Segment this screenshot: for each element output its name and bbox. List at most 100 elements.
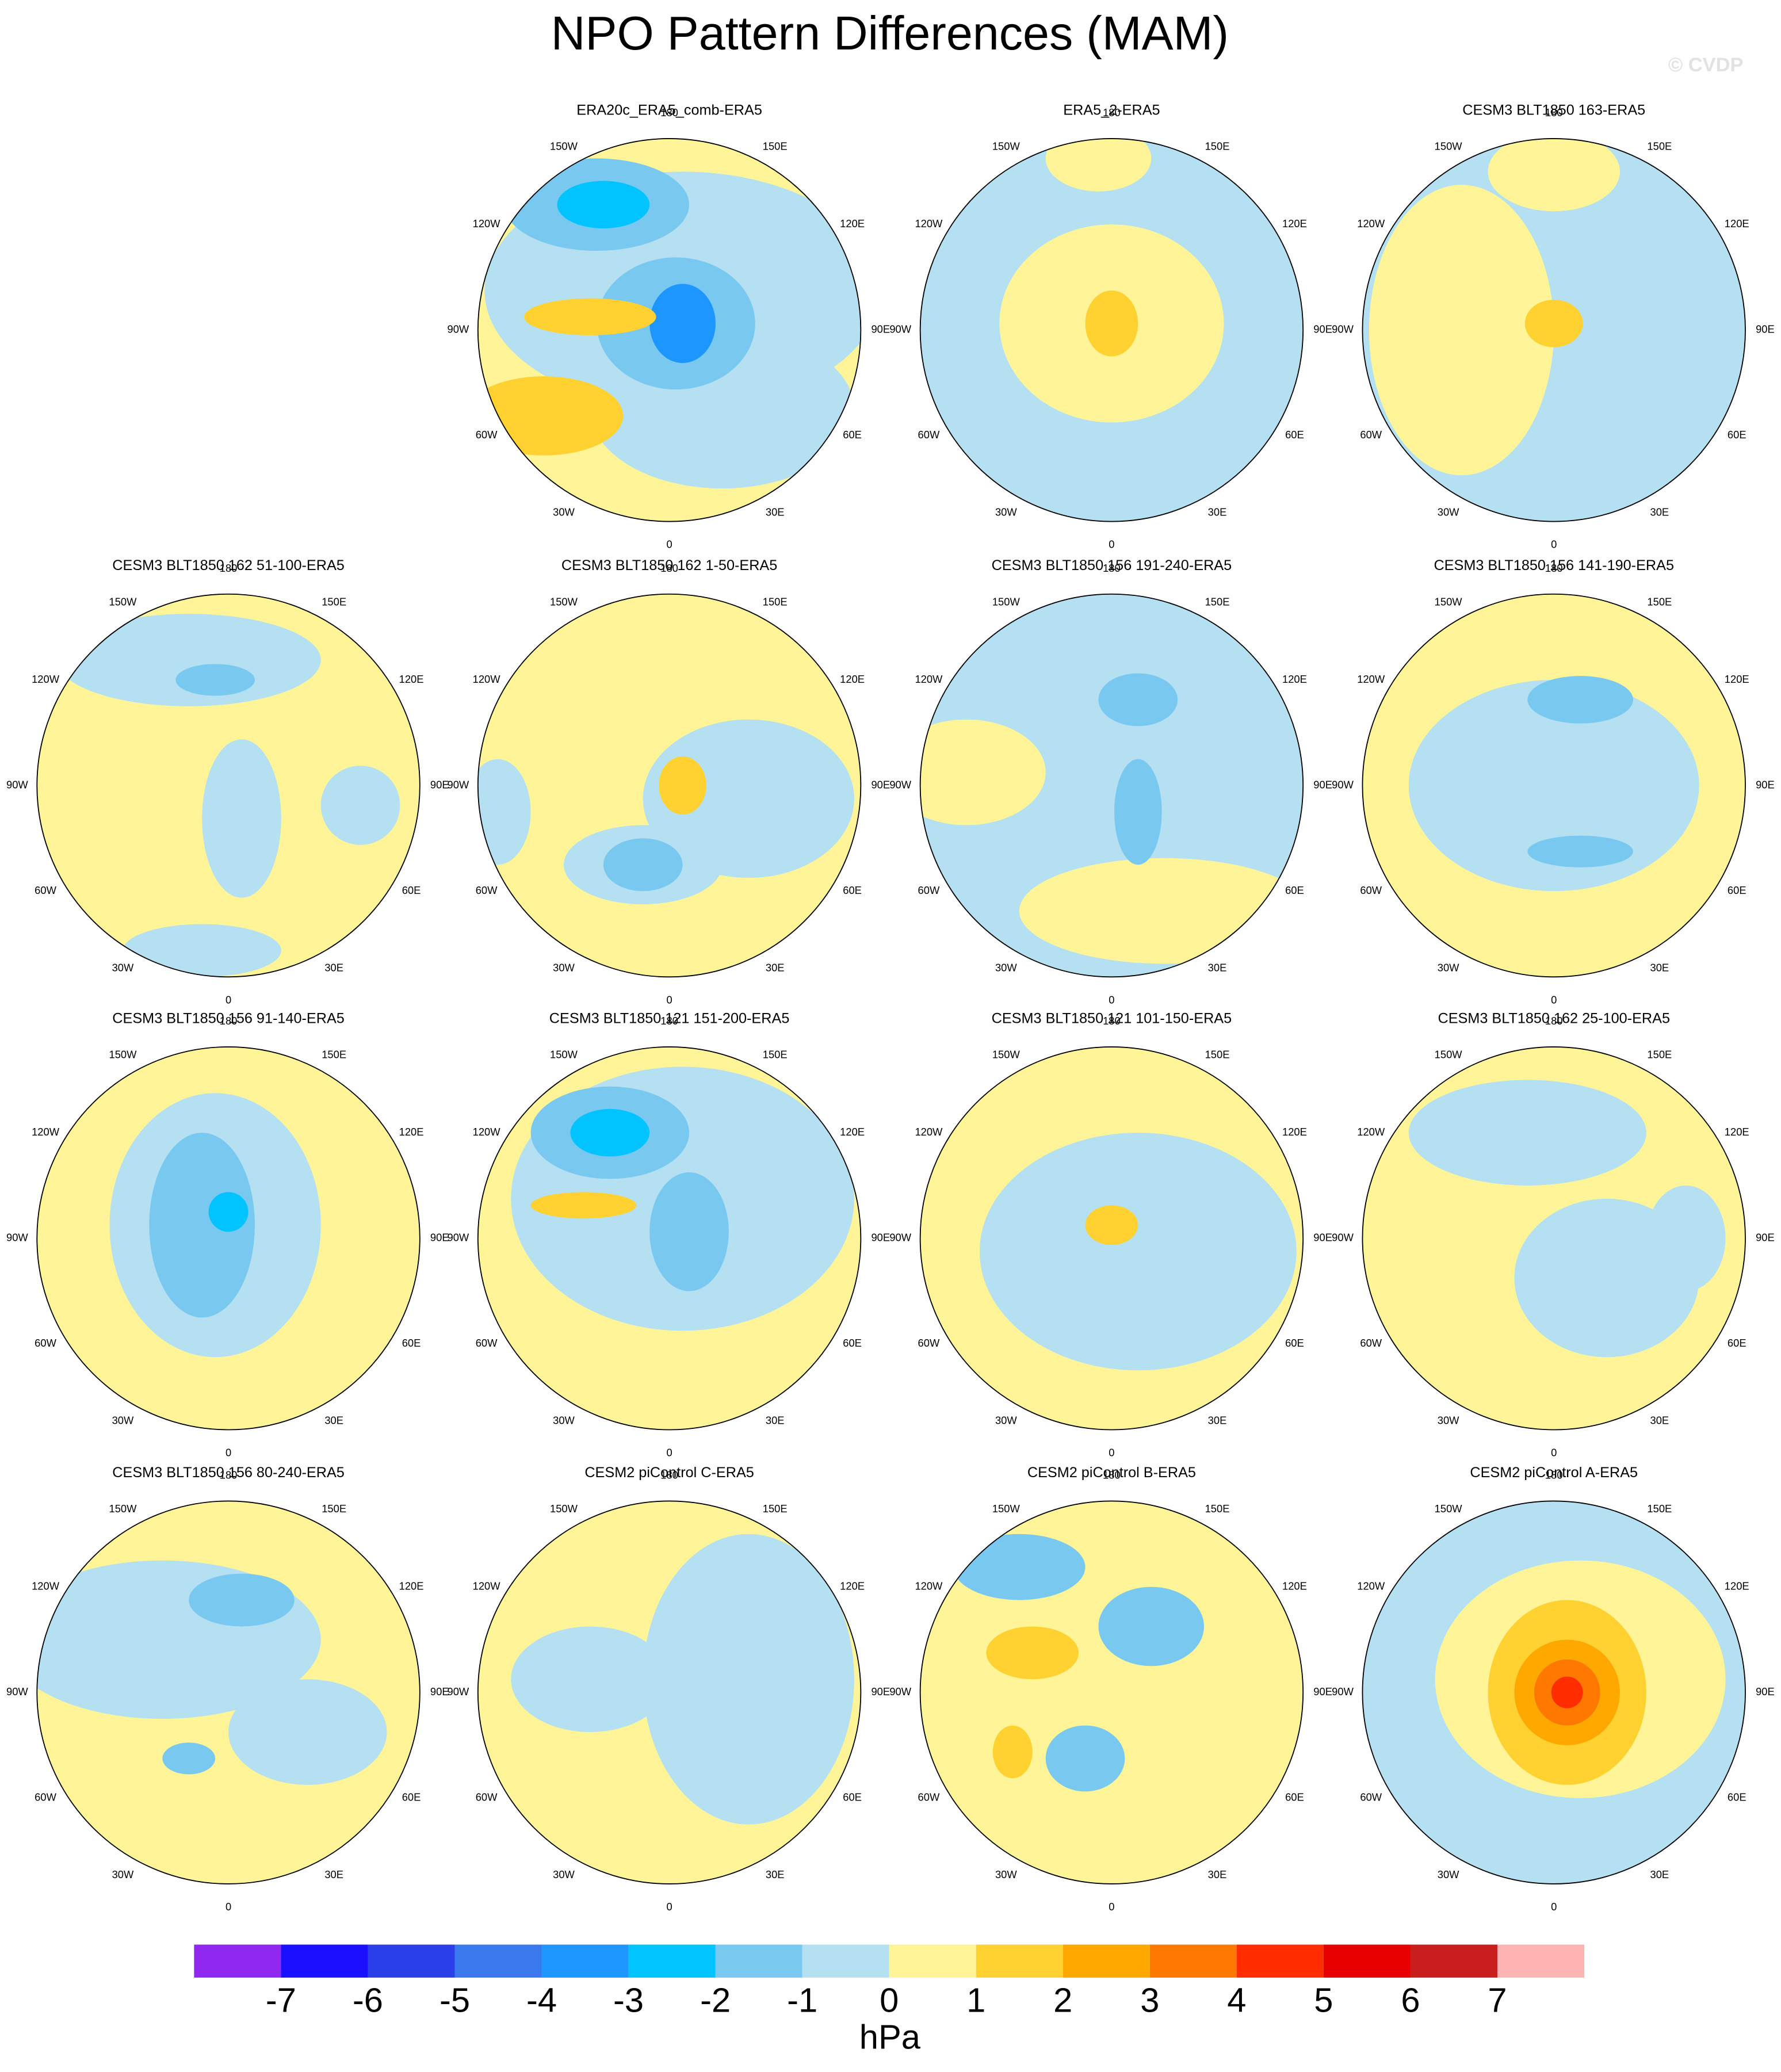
lon-label: 120W <box>1357 1580 1385 1592</box>
lon-label: 0 <box>666 1447 672 1459</box>
lon-label: 60E <box>843 884 862 896</box>
lon-label: 150W <box>550 1049 578 1061</box>
lon-label: 150E <box>1647 1503 1672 1515</box>
field-contour <box>1527 835 1633 867</box>
lon-label: 90W <box>6 1685 28 1698</box>
lon-label: 0 <box>226 1447 231 1459</box>
lon-label: 60E <box>1728 1791 1746 1803</box>
field-contour <box>477 759 531 865</box>
lon-label: 150W <box>992 140 1021 152</box>
lon-label: 30E <box>324 961 343 973</box>
lon-label: 60E <box>1728 429 1746 441</box>
map-border <box>1362 1500 1746 1884</box>
field-contour <box>1085 290 1138 357</box>
lon-label: 150E <box>1205 1503 1230 1515</box>
lon-label: 180 <box>660 106 678 118</box>
colorbar-tick-label: -3 <box>613 1981 644 2019</box>
map-border <box>919 1500 1304 1884</box>
colorbar-tick-label: 0 <box>880 1981 899 2019</box>
field <box>1362 1501 1746 1884</box>
map-border <box>477 138 862 522</box>
field-contour <box>649 1172 729 1291</box>
lon-label: 30W <box>553 1868 575 1880</box>
lon-label: 180 <box>660 1015 678 1027</box>
colorbar-box <box>802 1944 889 1978</box>
field <box>37 594 420 977</box>
lon-label: 120W <box>1357 217 1385 230</box>
lon-label: 120W <box>32 1126 60 1138</box>
field-contour <box>1524 299 1583 347</box>
field-contour <box>202 739 281 898</box>
lon-label: 30W <box>995 961 1017 973</box>
lon-label: 120E <box>1282 1580 1307 1592</box>
lon-label: 30W <box>112 1868 134 1880</box>
lon-label: 120E <box>1725 217 1749 230</box>
field <box>920 594 1304 977</box>
field-contour <box>986 1626 1079 1680</box>
panel-title: CESM3 BLT1850 156 191-240-ERA5 <box>992 557 1232 574</box>
lon-label: 60E <box>1285 884 1304 896</box>
field-contour <box>570 1108 650 1157</box>
lon-label: 120E <box>399 673 424 685</box>
panel-title: CESM3 BLT1850 121 101-150-ERA5 <box>992 1010 1232 1026</box>
lon-label: 30W <box>1438 1868 1459 1880</box>
lon-label: 150W <box>1435 1503 1463 1515</box>
lon-label: 30W <box>112 961 134 973</box>
lon-label: 150E <box>763 595 788 607</box>
colorbar-tick-label: -2 <box>700 1981 731 2019</box>
field <box>1362 138 1746 522</box>
lon-label: 90W <box>1332 1232 1354 1244</box>
lon-label: 30E <box>1650 1415 1669 1427</box>
panel-title: CESM2 piControl B-ERA5 <box>1027 1465 1196 1481</box>
lon-label: 90W <box>889 323 911 335</box>
lon-label: 60E <box>402 1791 421 1803</box>
field-contour <box>1098 1587 1205 1666</box>
lon-label: 150E <box>322 595 346 607</box>
lon-label: 150E <box>763 1503 788 1515</box>
panel-title: CESM2 piControl C-ERA5 <box>584 1465 754 1481</box>
colorbar-tick-label: 2 <box>1053 1981 1072 2019</box>
lon-label: 150W <box>109 1503 137 1515</box>
lon-label: 120W <box>915 673 943 685</box>
field-contour <box>56 614 321 706</box>
lon-label: 150W <box>992 1503 1021 1515</box>
lon-label: 90W <box>448 778 469 790</box>
lon-label: 30E <box>1208 1868 1227 1880</box>
lon-label: 90W <box>889 778 911 790</box>
lon-label: 150E <box>1647 140 1672 152</box>
lon-label: 60W <box>1360 884 1382 896</box>
panel-title: CESM3 BLT1850 156 80-240-ERA5 <box>112 1465 345 1481</box>
lon-label: 150E <box>1647 595 1672 607</box>
lon-label: 150E <box>1205 140 1230 152</box>
lon-label: 30W <box>1438 1415 1459 1427</box>
lon-label: 120W <box>915 1126 943 1138</box>
field-contour <box>1408 1080 1646 1186</box>
field-contour <box>1646 1185 1726 1291</box>
lon-label: 120W <box>473 217 501 230</box>
lon-label: 0 <box>1551 1447 1557 1459</box>
lon-label: 150W <box>1435 140 1463 152</box>
panel-title: CESM3 BLT1850 163-ERA5 <box>1462 102 1645 118</box>
field <box>477 1501 861 1884</box>
lon-label: 90E <box>1756 1685 1775 1698</box>
colorbar-tick-label: 1 <box>966 1981 985 2019</box>
lon-label: 120W <box>32 673 60 685</box>
lon-label: 180 <box>1545 562 1563 574</box>
lon-label: 90E <box>1313 1232 1332 1244</box>
lon-label: 60E <box>402 884 421 896</box>
lon-label: 0 <box>1109 993 1114 1006</box>
field-contour <box>643 1534 854 1825</box>
lon-label: 180 <box>1545 106 1563 118</box>
colorbar-box <box>1236 1944 1324 1978</box>
lon-label: 150E <box>322 1503 346 1515</box>
field-contour <box>1527 676 1633 724</box>
lon-label: 30E <box>1208 961 1227 973</box>
lon-label: 60E <box>1285 429 1304 441</box>
lon-label: 90W <box>6 1232 28 1244</box>
